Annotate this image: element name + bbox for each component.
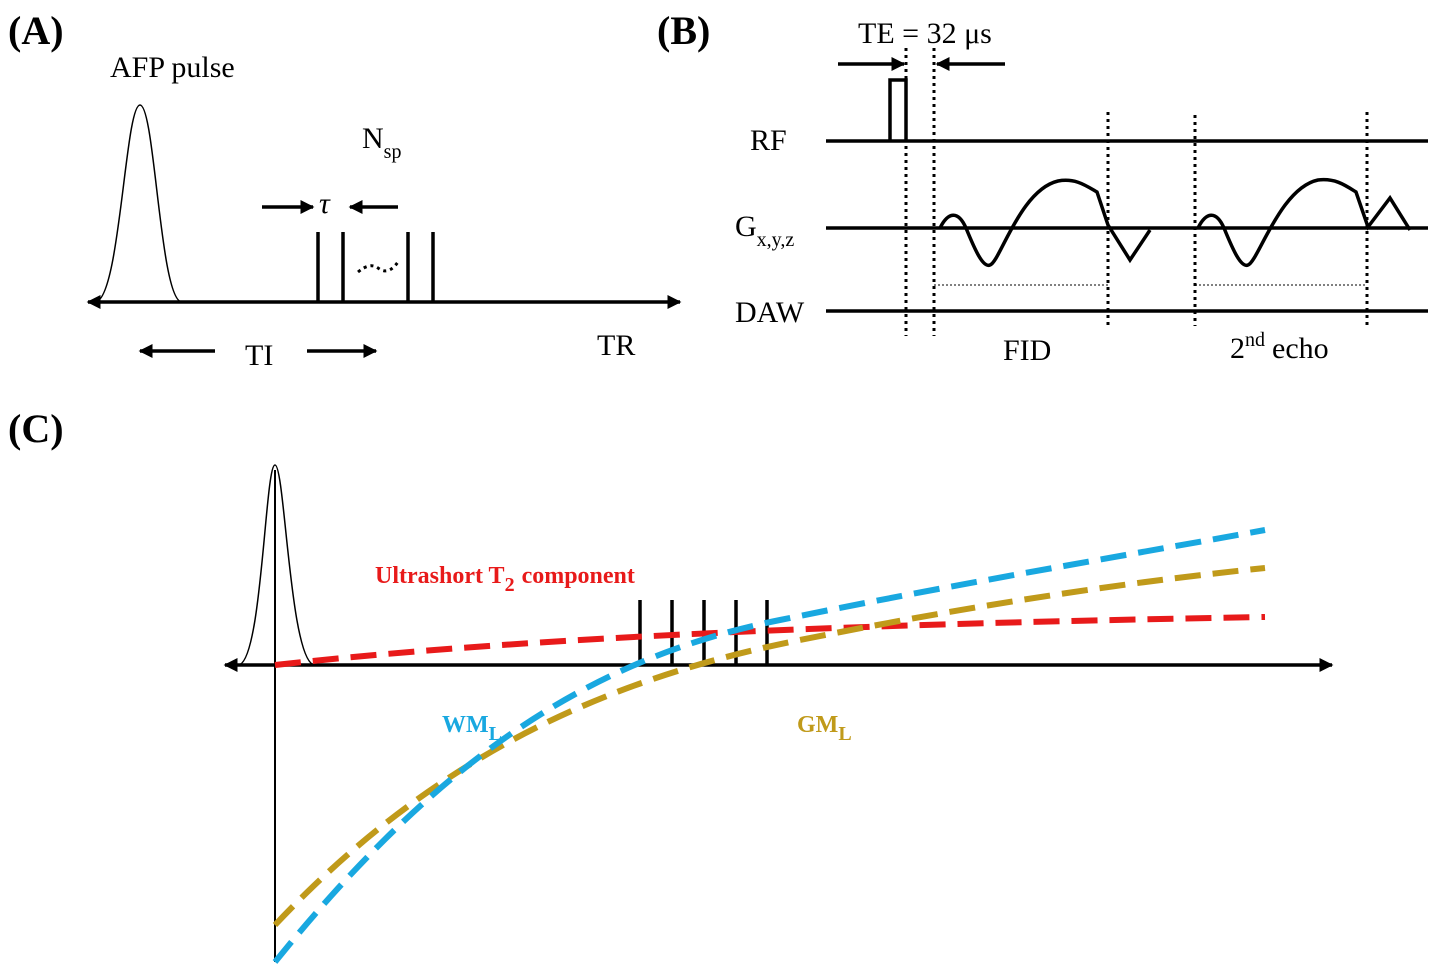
echo-base: 2 [1230, 332, 1245, 365]
tau-label: τ [319, 187, 331, 220]
wm-curve [272, 527, 1266, 964]
ellipsis [357, 261, 400, 274]
ti-label: TI [245, 339, 273, 372]
rf-label: RF [750, 124, 787, 157]
nsp-sub: sp [384, 141, 402, 163]
pulse-label: AFP pulse [110, 51, 235, 84]
nsp-label: Nsp [362, 122, 401, 163]
ultrashort-label: Ultrashort T2 component [375, 563, 635, 596]
wm-base: WM [442, 712, 489, 738]
gm-base: GM [797, 712, 838, 738]
gradient-waveform [938, 178, 1152, 267]
wm-sub: L [489, 723, 502, 745]
spikes [316, 232, 435, 302]
gradient-label: Gx,y,z [735, 210, 794, 251]
te-label: TE = 32 μs [858, 17, 992, 50]
gm-label: GML [797, 712, 852, 745]
tr-label: TR [597, 329, 635, 362]
ultrashort-sub: 2 [505, 574, 515, 596]
gradient-base: G [735, 210, 757, 243]
daw-label: DAW [735, 296, 805, 329]
ultrashort-base: Ultrashort T [375, 563, 505, 589]
gm-sub: L [838, 723, 851, 745]
wm-label: WML [442, 712, 502, 745]
panel-label: (C) [8, 406, 64, 451]
panel-b: (B) TE = 32 μs RF Gx,y,z DAW FID 2nd echo [657, 8, 1428, 367]
afp-pulse [94, 104, 183, 303]
panel-a: (A) AFP pulse Nsp τ TI TR [8, 8, 682, 372]
fid-label: FID [1003, 334, 1051, 367]
echo-sup: nd [1245, 329, 1265, 351]
echo-rest: echo [1272, 332, 1329, 365]
gradient-waveform [1196, 177, 1412, 267]
echo-label: 2nd echo [1230, 329, 1329, 365]
panel-label: (B) [657, 8, 710, 53]
nsp-base: N [362, 122, 384, 155]
ultrashort-rest: component [522, 563, 635, 589]
gm-curve [272, 565, 1266, 928]
panel-c: (C) Ultrashort T2 component WML GML [8, 406, 1334, 964]
rf-pulse [888, 78, 908, 141]
ultrashort-curve [274, 614, 1266, 668]
afp-pulse [237, 464, 316, 666]
gradient-sub: x,y,z [757, 229, 795, 251]
panel-label: (A) [8, 8, 64, 53]
